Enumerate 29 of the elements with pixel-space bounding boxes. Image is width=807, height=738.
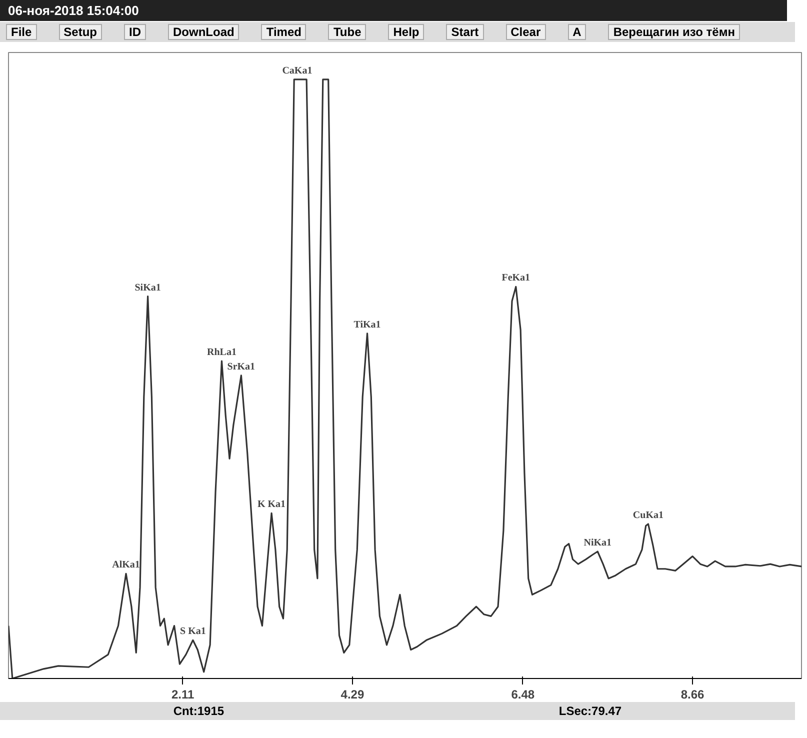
- annotation: SrKa1: [227, 361, 256, 372]
- annotation: CuKa1: [632, 510, 664, 521]
- annotation: NiKa1: [584, 538, 612, 549]
- text: File: [6, 24, 37, 40]
- x-tick-label: 4.29: [340, 688, 364, 702]
- x-tick-label: 8.66: [680, 688, 705, 702]
- text: Верещагин изо тёмн: [608, 24, 740, 40]
- annotation: SiKa1: [134, 282, 161, 294]
- text: Start: [446, 24, 484, 40]
- text: DownLoad: [168, 24, 240, 40]
- annotation: RhLa1: [207, 347, 236, 358]
- annotation: S Ka1: [180, 626, 206, 638]
- text: Cnt:1915: [173, 704, 224, 718]
- text: Clear: [506, 24, 546, 40]
- x-tick-label: 6.48: [511, 688, 535, 702]
- text: Tube: [328, 24, 366, 40]
- annotation: K Ka1: [258, 499, 286, 510]
- text: Help: [388, 24, 424, 40]
- annotation: TiKa1: [354, 319, 381, 330]
- text: Setup: [58, 24, 102, 40]
- annotation: AlKa1: [112, 560, 140, 571]
- annotation: CaKa1: [282, 65, 312, 76]
- text: LSec:79.47: [558, 704, 622, 718]
- annotation: FeKa1: [502, 272, 530, 284]
- chart-title: 06-ноя-2018 15:04:00: [0, 0, 787, 21]
- text: ID: [124, 24, 146, 40]
- x-tick-label: 2.11: [171, 688, 194, 702]
- text: Timed: [261, 24, 306, 40]
- text: A: [568, 24, 586, 40]
